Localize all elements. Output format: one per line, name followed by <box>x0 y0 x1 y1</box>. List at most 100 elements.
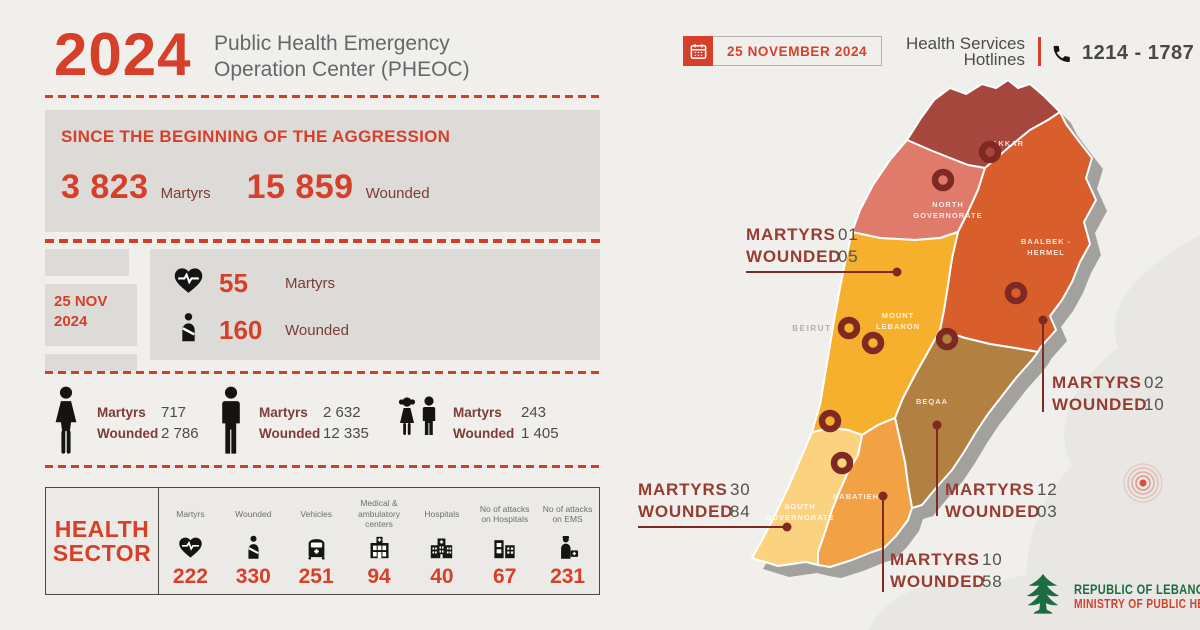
column-header: Vehicles <box>300 508 332 519</box>
woman-icon <box>48 386 84 461</box>
daily-stats-panel: 55 Martyrs 160 Wounded <box>150 249 600 360</box>
attack-marker-coast <box>818 409 842 433</box>
region-label-baalbek-2: HERMEL <box>1027 248 1065 257</box>
column-value: 67 <box>493 565 517 588</box>
region-label-nabatieh: NABATIEH <box>833 492 879 501</box>
hospital-icon <box>428 531 455 563</box>
daily-wounded-value: 160 <box>219 314 263 345</box>
annotation-wounded-value: 58 <box>982 572 1003 591</box>
ambulance-icon <box>303 531 330 563</box>
column-value: 251 <box>298 565 334 588</box>
annotation-wounded-label: WOUNDED <box>890 572 986 591</box>
annotation-martyrs-value: 02 <box>1144 373 1165 392</box>
annotation-leaders <box>638 271 1044 592</box>
attack-marker-akkar <box>978 140 1002 164</box>
attack-marker-beirut-1 <box>837 316 861 340</box>
page-title: Public Health Emergency Operation Center… <box>214 31 470 83</box>
column-value: 94 <box>367 565 391 588</box>
divider-dashed <box>45 371 600 374</box>
annotation-martyrs-label: MARTYRS <box>945 480 1035 499</box>
hotline-label-line2: Hotlines <box>963 50 1025 69</box>
region-label-north-2: GOVERNORATE <box>913 211 982 220</box>
annotation-martyrs-value: 30 <box>730 480 751 499</box>
daily-decoration-block <box>45 354 137 371</box>
demographics-children: Martyrs 243 Wounded 1 405 <box>396 386 559 460</box>
region-label-south-2: GOVERNORATE <box>765 513 834 522</box>
annotation-wounded-label: WOUNDED <box>945 502 1041 521</box>
year-heading: 2024 <box>54 21 192 88</box>
annotation-wounded-label: WOUNDED <box>746 247 842 266</box>
wounded-person-icon <box>240 531 267 563</box>
hotline-label: Health Services Hotlines <box>893 34 1025 69</box>
region-beqaa <box>894 329 1039 509</box>
annotation-wounded-label: WOUNDED <box>1052 395 1148 414</box>
children-icon <box>396 393 440 454</box>
man-icon <box>216 386 246 461</box>
calendar-icon <box>683 36 713 66</box>
divider-dashed <box>45 465 600 468</box>
column-value: 40 <box>430 565 454 588</box>
wounded-person-icon <box>172 311 205 349</box>
column-header: Medical & ambulatory centers <box>357 498 401 530</box>
map-annotation-baalbek-hermel: MARTYRS 02 WOUNDED 10 <box>1052 372 1165 416</box>
beirut-label: BEIRUT <box>792 324 831 333</box>
health-col-hospitals: Hospitals 40 <box>410 488 473 594</box>
annotation-wounded-value: 03 <box>1037 502 1058 521</box>
annotation-martyrs-value: 01 <box>838 225 859 244</box>
daily-martyrs-value: 55 <box>219 267 248 298</box>
hotline-divider <box>1038 37 1041 66</box>
cumulative-heading: SINCE THE BEGINNING OF THE AGGRESSION <box>61 127 451 146</box>
hotline-number: 1214 - 1787 <box>1082 42 1195 64</box>
men-martyrs-value: 2 632 <box>323 404 361 421</box>
annotation-martyrs-value: 10 <box>982 550 1003 569</box>
health-col-martyrs: Martyrs 222 <box>159 488 222 594</box>
women-martyrs-value: 717 <box>161 404 187 421</box>
column-header: Wounded <box>235 508 272 519</box>
heart-pulse-icon <box>172 264 205 302</box>
children-wounded-label: Wounded <box>453 426 515 441</box>
health-sector-panel: HEALTH SECTOR Martyrs 222 Wounded 330 Ve… <box>45 487 600 595</box>
health-sector-title-line2: SECTOR <box>52 540 152 566</box>
health-sector-title: HEALTH SECTOR <box>46 488 159 594</box>
men-martyrs-label: Martyrs <box>259 405 308 420</box>
men-wounded-label: Wounded <box>259 426 321 441</box>
logo-text-line1: REPUBLIC OF LEBANON <box>1074 582 1200 597</box>
ripple-icon <box>1123 463 1163 503</box>
hotline-label-line1: Health Services <box>905 34 1025 53</box>
column-value: 231 <box>550 565 586 588</box>
daily-date-line1: 25 NOV <box>54 293 108 310</box>
attacked-hospital-icon <box>491 531 518 563</box>
annotation-wounded-value: 10 <box>1144 395 1165 414</box>
cumulative-martyrs-value: 3 823 <box>61 168 149 206</box>
ministry-logo: REPUBLIC OF LEBANON MINISTRY OF PUBLIC H… <box>1020 571 1200 622</box>
men-wounded-value: 12 335 <box>323 425 369 442</box>
divider-dashed <box>45 95 600 98</box>
cumulative-wounded-label: Wounded <box>365 185 430 202</box>
annotation-martyrs-label: MARTYRS <box>1052 373 1142 392</box>
map-annotation-beqaa: MARTYRS 12 WOUNDED 03 <box>945 479 1058 523</box>
daily-martyrs-label: Martyrs <box>285 274 335 292</box>
page-title-line1: Public Health Emergency <box>214 32 450 55</box>
annotation-martyrs-label: MARTYRS <box>890 550 980 569</box>
women-martyrs-label: Martyrs <box>97 405 146 420</box>
daily-date-block: 25 NOV 2024 <box>45 284 137 346</box>
annotation-wounded-value: 05 <box>838 247 859 266</box>
region-label-mount-2: LEBANON <box>876 322 920 331</box>
attack-marker-beqaa <box>935 327 959 351</box>
children-martyrs-value: 243 <box>521 404 547 421</box>
annotation-wounded-label: WOUNDED <box>638 502 734 521</box>
children-martyrs-label: Martyrs <box>453 405 502 420</box>
column-header: No of attacks on Hospitals <box>479 503 530 525</box>
health-col-vehicles: Vehicles 251 <box>285 488 348 594</box>
logo-text-line2: MINISTRY OF PUBLIC HEALTH <box>1074 597 1200 611</box>
cumulative-martyrs-label: Martyrs <box>160 185 211 202</box>
column-value: 330 <box>235 565 271 588</box>
background-map-shape <box>1026 235 1200 630</box>
region-label-beqaa: BEQAA <box>916 397 948 406</box>
phone-icon <box>1051 43 1072 64</box>
women-wounded-value: 2 786 <box>161 425 199 442</box>
health-col-wounded: Wounded 330 <box>222 488 285 594</box>
daily-wounded-label: Wounded <box>285 321 349 339</box>
